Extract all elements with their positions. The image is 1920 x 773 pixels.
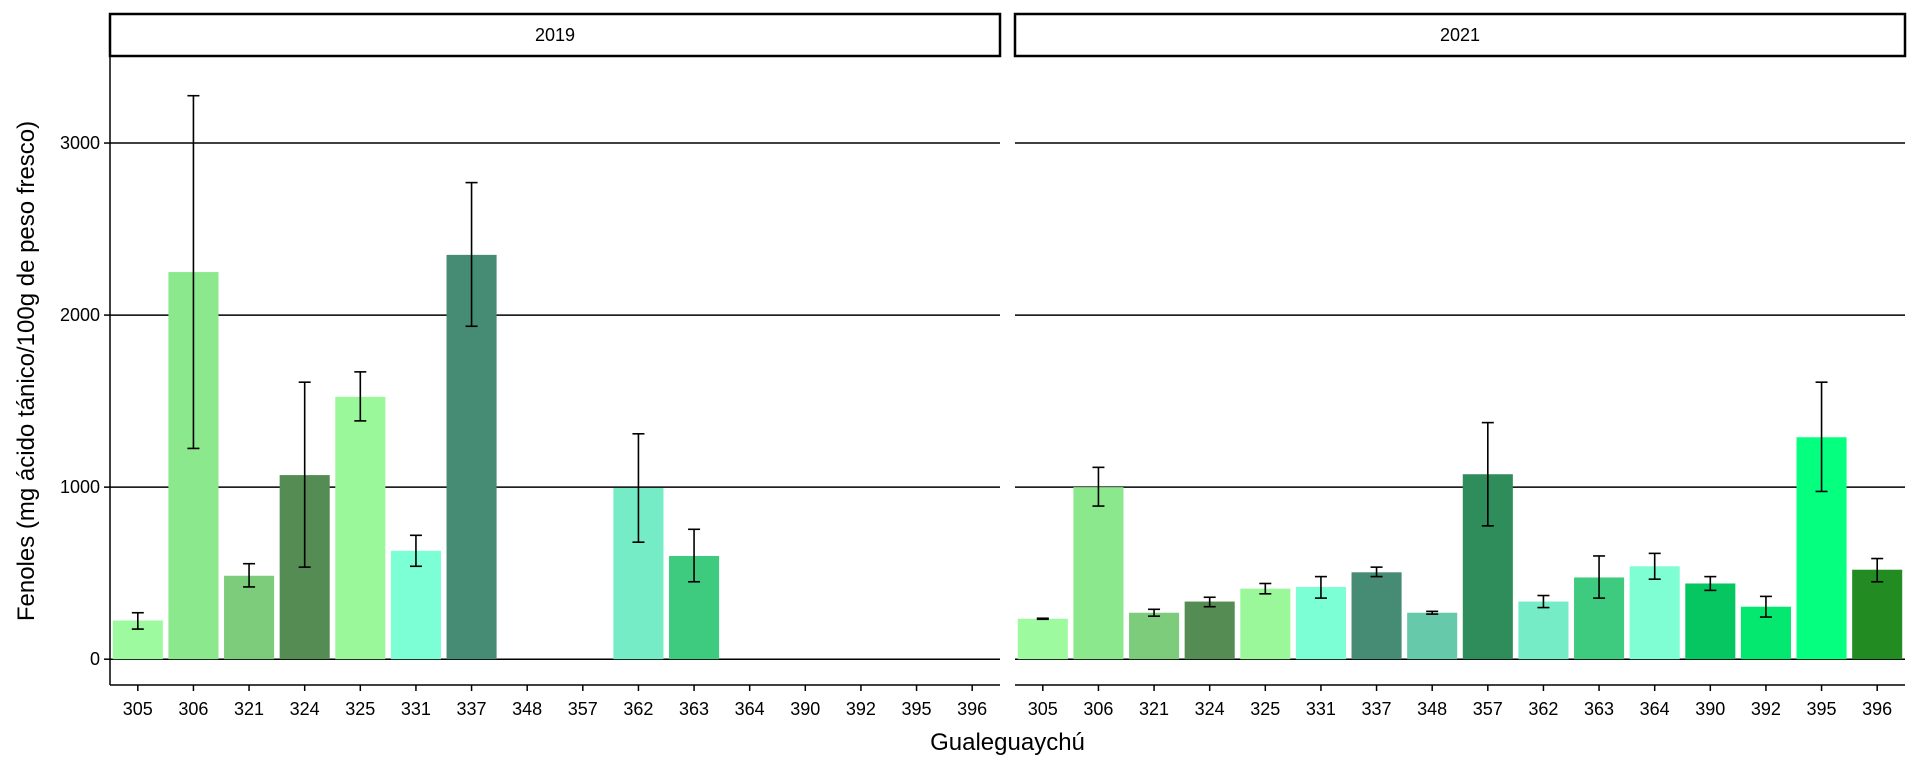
bar <box>390 550 441 660</box>
x-tick-label: 324 <box>290 699 320 719</box>
bar <box>1351 572 1402 660</box>
x-tick-label: 363 <box>1584 699 1614 719</box>
bar <box>1129 612 1180 660</box>
y-tick-label: 1000 <box>60 477 100 497</box>
x-tick-label: 357 <box>1473 699 1503 719</box>
bar <box>1240 588 1291 660</box>
bar <box>1518 601 1569 660</box>
x-tick-label: 395 <box>1807 699 1837 719</box>
x-tick-label: 337 <box>1362 699 1392 719</box>
x-tick-label: 363 <box>679 699 709 719</box>
x-tick-label: 357 <box>568 699 598 719</box>
bar <box>1852 569 1903 660</box>
x-tick-label: 306 <box>1083 699 1113 719</box>
bar <box>1073 487 1124 660</box>
y-tick-label: 3000 <box>60 133 100 153</box>
x-tick-label: 324 <box>1195 699 1225 719</box>
facet-strip <box>1013 12 1907 58</box>
x-tick-label: 331 <box>401 699 431 719</box>
x-tick-label: 306 <box>178 699 208 719</box>
facet-strip-label: 2021 <box>1440 25 1480 45</box>
x-tick-label: 362 <box>623 699 653 719</box>
x-tick-label: 396 <box>957 699 987 719</box>
x-tick-label: 337 <box>457 699 487 719</box>
x-tick-label: 321 <box>234 699 264 719</box>
x-tick-label: 395 <box>902 699 932 719</box>
x-tick-label: 305 <box>1028 699 1058 719</box>
x-tick-label: 305 <box>123 699 153 719</box>
facet-strip-label: 2019 <box>535 25 575 45</box>
x-tick-label: 364 <box>735 699 765 719</box>
x-tick-label: 396 <box>1862 699 1892 719</box>
x-tick-label: 331 <box>1306 699 1336 719</box>
x-tick-label: 348 <box>1417 699 1447 719</box>
x-tick-label: 362 <box>1528 699 1558 719</box>
bar <box>1629 566 1680 660</box>
bar <box>335 396 386 660</box>
x-axis-title: Gualeguaychú <box>930 729 1085 756</box>
bar <box>1184 601 1235 660</box>
x-tick-label: 392 <box>1751 699 1781 719</box>
bar <box>1017 618 1068 660</box>
x-tick-label: 390 <box>1695 699 1725 719</box>
facet-strip <box>108 12 1002 58</box>
y-axis-title: Fenoles (mg ácido tánico/100g de peso fr… <box>13 121 40 621</box>
y-tick-label: 2000 <box>60 305 100 325</box>
bar <box>1685 583 1736 660</box>
x-tick-label: 392 <box>846 699 876 719</box>
x-tick-label: 390 <box>790 699 820 719</box>
bar <box>224 575 275 660</box>
x-tick-label: 325 <box>345 699 375 719</box>
x-tick-label: 348 <box>512 699 542 719</box>
y-tick-label: 0 <box>90 649 100 669</box>
x-tick-label: 321 <box>1139 699 1169 719</box>
x-tick-label: 364 <box>1640 699 1670 719</box>
bar <box>1295 586 1346 660</box>
bar <box>1407 612 1458 660</box>
x-tick-label: 325 <box>1250 699 1280 719</box>
